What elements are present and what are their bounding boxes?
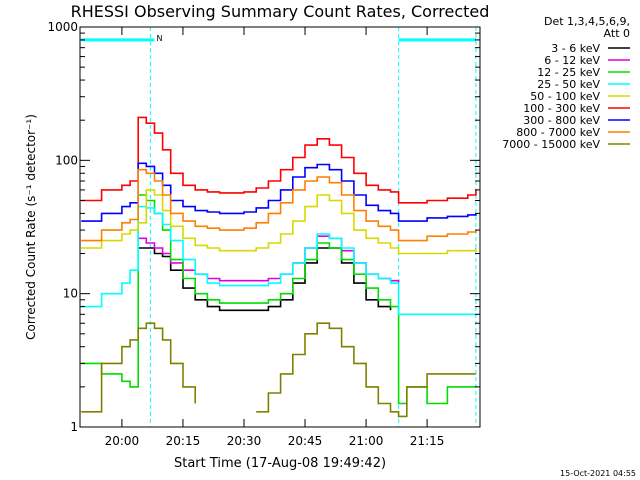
x-tick-label: 20:15 [166,434,201,448]
plot-frame [79,26,481,428]
x-axis-label: Start Time (17-Aug-08 19:49:42) [174,456,386,471]
x-tick-label: 20:00 [105,434,140,448]
series-line-5 [81,116,477,204]
y-tick-label: 100 [55,153,78,167]
legend-label: 50 - 100 keV [530,90,600,103]
legend-header: Att 0 [604,27,630,40]
annotation-label: N [156,34,162,43]
series-line-6 [81,162,477,222]
legend-label: 7000 - 15000 keV [502,138,600,151]
legend-label: 6 - 12 keV [544,54,600,67]
legend-label: 800 - 7000 keV [516,126,600,139]
legend-label: 12 - 25 keV [537,66,600,79]
footer-timestamp: 15-Oct-2021 04:55 [560,469,636,478]
legend-label: 100 - 300 keV [523,102,600,115]
series-line-7 [81,168,477,242]
legend-header: Det 1,3,4,5,6,9, [544,15,630,28]
y-tick-label: 1000 [47,20,78,34]
series-line-8 [81,322,476,418]
series-line-4 [81,189,477,255]
x-tick-label: 20:30 [227,434,262,448]
y-axis-label: Corrected Count Rate (s⁻¹ detector⁻¹) [24,114,38,340]
x-tick-label: 21:00 [349,434,384,448]
plot-area: N [81,27,477,427]
y-tick-label: 1 [70,420,78,434]
legend-label: 3 - 6 keV [551,42,600,55]
legend-label: 25 - 50 keV [537,78,600,91]
x-tick-label: 21:15 [410,434,445,448]
axes: 20:00 20:15 20:30 20:45 21:00 21:15 1 10 100 1000 [47,20,480,448]
legend-label: 300 - 800 keV [523,114,600,127]
x-tick-label: 20:45 [288,434,323,448]
chart-title: RHESSI Observing Summary Count Rates, Co… [71,2,490,21]
y-tick-label: 10 [63,287,78,301]
